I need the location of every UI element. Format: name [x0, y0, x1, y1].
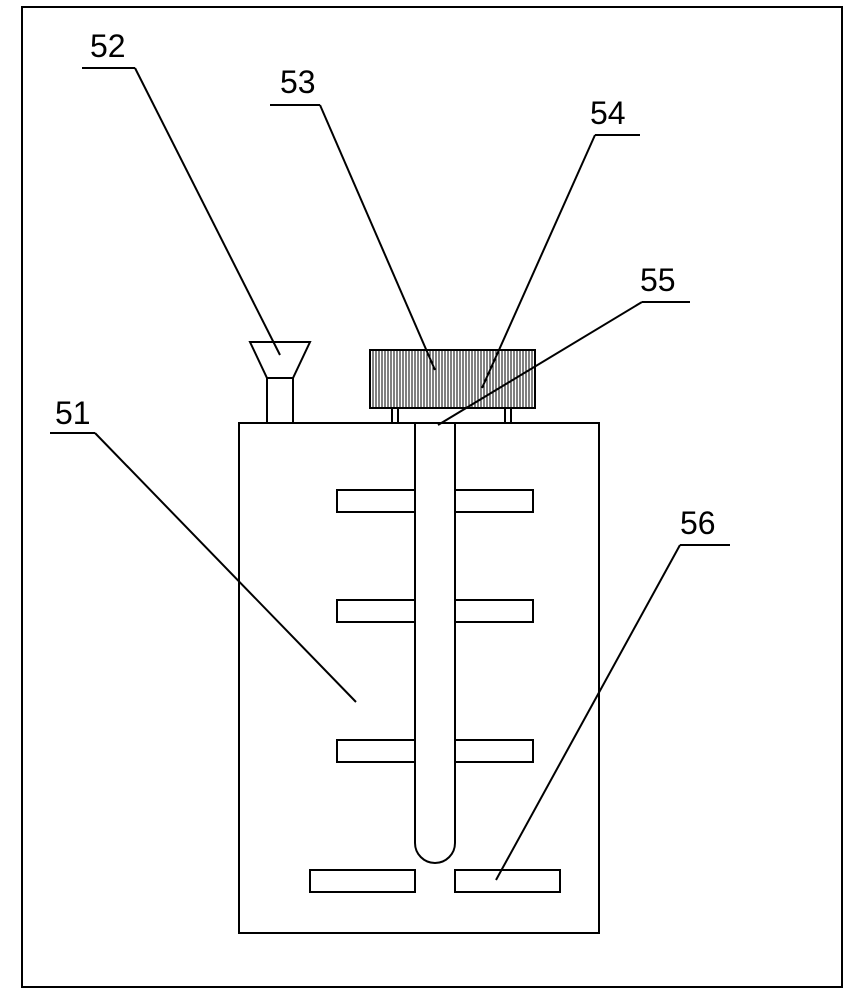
- blade-2-right: [455, 600, 533, 622]
- blade-3-left: [337, 740, 415, 762]
- blade-1-right: [455, 490, 533, 512]
- leader-53: [320, 105, 435, 370]
- label-55: 55: [640, 262, 676, 299]
- label-56: 56: [680, 505, 716, 542]
- blade-4-right: [455, 870, 560, 892]
- funnel-tube: [267, 378, 293, 423]
- leader-51: [95, 433, 356, 702]
- shaft: [415, 423, 455, 863]
- blade-2-left: [337, 600, 415, 622]
- leader-54: [482, 135, 595, 388]
- motor-hatching: [373, 350, 532, 408]
- leader-52: [135, 68, 280, 355]
- diagram-svg: [0, 0, 864, 1000]
- label-52: 52: [90, 28, 126, 65]
- motor-assembly: [370, 350, 535, 423]
- funnel-top: [250, 342, 310, 378]
- blade-4-left: [310, 870, 415, 892]
- label-54: 54: [590, 95, 626, 132]
- outer-frame: [22, 7, 842, 987]
- leader-56: [496, 545, 680, 880]
- label-53: 53: [280, 64, 316, 101]
- blade-1-left: [337, 490, 415, 512]
- blade-3-right: [455, 740, 533, 762]
- label-51: 51: [55, 395, 91, 432]
